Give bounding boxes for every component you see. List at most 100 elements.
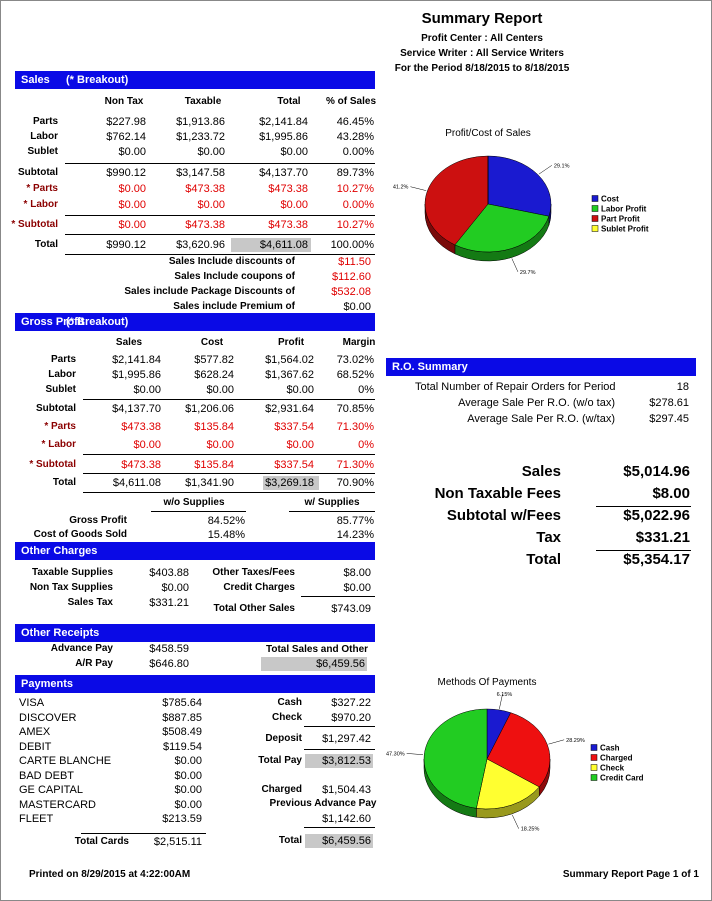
cell: $1,297.42	[322, 733, 371, 745]
row-label: * Parts	[26, 183, 58, 194]
card-label: DISCOVER	[19, 711, 77, 724]
cell: $2,141.84	[112, 354, 161, 366]
row-label: * Labor	[23, 199, 58, 210]
cell: 10.27%	[336, 219, 374, 231]
cell: $4,611.08	[112, 477, 161, 489]
cell: $0.00	[118, 219, 146, 231]
cell: $0.00	[343, 582, 371, 594]
section-title: Other Receipts	[21, 627, 100, 639]
column-header: Profit	[277, 337, 305, 348]
total-value: $5,354.17	[623, 551, 690, 568]
legend-swatch	[591, 195, 599, 202]
cell: 0%	[358, 439, 374, 451]
card-label: CARTE BLANCHE	[19, 755, 112, 767]
note-value: $112.60	[332, 271, 371, 283]
row-label: * Subtotal	[11, 219, 58, 230]
gray-box	[261, 657, 367, 671]
legend-swatch	[590, 754, 598, 761]
row-label: Sublet	[45, 384, 76, 395]
leader-line	[538, 165, 553, 175]
cell: $628.24	[194, 369, 234, 381]
printed-on: Printed on 8/29/2015 at 4:22:00AM	[29, 869, 191, 880]
profit-center: Profit Center : All Centers	[421, 33, 543, 44]
cell: $331.21	[149, 597, 189, 609]
cell: $1,142.60	[322, 813, 371, 825]
total-label: Total Sales and Other	[265, 644, 369, 655]
card-value: $213.59	[162, 813, 202, 825]
column-header: Taxable	[184, 96, 222, 107]
row-label: Cash	[277, 697, 302, 708]
section-title: Payments	[21, 678, 73, 690]
slice-label: 6.15%	[497, 692, 513, 698]
legend-label: Part Profit	[601, 215, 640, 224]
cell: $0.00	[286, 439, 314, 451]
breakout: (* Breakout)	[66, 316, 129, 328]
cell: $1,995.86	[112, 369, 161, 381]
rule	[83, 454, 375, 455]
cell: $3,620.96	[176, 239, 225, 251]
card-label: AMEX	[19, 726, 51, 738]
row-label: Gross Profit	[69, 515, 127, 526]
legend-swatch	[590, 774, 598, 781]
leader-line	[548, 739, 565, 745]
rule	[65, 254, 375, 255]
total-value: $6,459.56	[316, 658, 365, 670]
cell: 85.77%	[336, 515, 374, 527]
rule	[65, 234, 375, 235]
cell: $0.00	[118, 183, 146, 195]
slice	[487, 155, 552, 217]
card-value: $508.49	[162, 726, 202, 738]
cell: $0.00	[280, 199, 308, 211]
slice-label: 18.25%	[521, 827, 540, 833]
slice	[423, 708, 488, 809]
cell: $1,206.06	[185, 403, 234, 415]
cell: $4,137.70	[112, 403, 161, 415]
rule	[65, 215, 375, 216]
row-label: Total	[278, 835, 302, 846]
note-label: Sales Include discounts of	[168, 256, 295, 267]
cell: $4,611.08	[259, 239, 308, 251]
card-label: DEBIT	[19, 740, 52, 753]
row-label: Sales Tax	[67, 597, 113, 608]
row-label: Deposit	[265, 733, 302, 744]
leader-line	[511, 258, 519, 272]
rule	[596, 506, 691, 507]
cell: 73.02%	[336, 354, 374, 366]
rule	[289, 511, 375, 512]
legend-swatch	[591, 215, 599, 222]
total-value: $8.00	[652, 485, 690, 502]
section-bar	[15, 542, 375, 560]
cell: 0%	[358, 384, 374, 396]
slice-label: 41.2%	[393, 185, 409, 191]
cell: $337.54	[274, 421, 314, 433]
row-label: Total Number of Repair Orders for Period	[415, 381, 616, 393]
cell: 70.85%	[336, 403, 374, 415]
rule	[81, 833, 206, 834]
cell: $135.84	[194, 421, 234, 433]
cell: 70.90%	[336, 477, 374, 489]
gray-box	[305, 754, 373, 768]
cell: $8.00	[343, 567, 371, 579]
note-label: Sales include Package Discounts of	[124, 286, 295, 297]
card-value: $0.00	[174, 784, 202, 796]
cell: 15.48%	[207, 529, 245, 541]
cell: $473.38	[185, 219, 225, 231]
cell: $0.00	[133, 384, 161, 396]
report-title: Summary Report	[421, 10, 543, 27]
service-writer: Service Writer : All Service Writers	[400, 48, 564, 59]
cell: $2,141.84	[259, 116, 308, 128]
row-label: Sublet	[27, 146, 58, 157]
row-label: Subtotal	[36, 403, 76, 414]
cell: $135.84	[194, 459, 234, 471]
legend-label: Charged	[600, 754, 633, 763]
cell: $0.00	[197, 146, 225, 158]
card-value: $0.00	[174, 769, 202, 782]
section-title: R.O. Summary	[392, 361, 468, 373]
cell: $227.98	[106, 116, 146, 128]
row-label: Check	[271, 712, 302, 723]
row-label: Taxable Supplies	[32, 567, 113, 578]
leader-line	[410, 186, 427, 191]
row-label: Labor	[48, 369, 76, 380]
total-value: $5,014.96	[623, 463, 690, 480]
